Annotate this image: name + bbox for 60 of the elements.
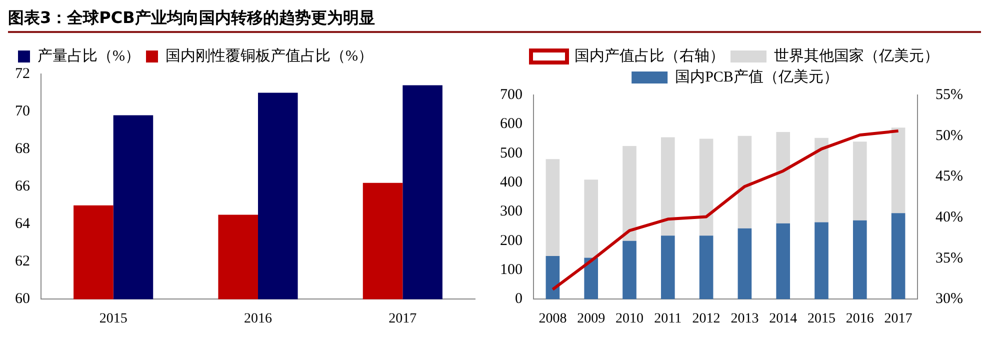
bar (584, 180, 598, 258)
y-tick-label: 70 (15, 103, 30, 120)
bar (622, 240, 636, 300)
y2-tick-label: 30% (936, 291, 964, 308)
y-tick-label: 60 (15, 291, 30, 308)
y-tick-label: 500 (500, 145, 522, 162)
y-tick-label: 100 (500, 262, 522, 278)
bar (546, 159, 560, 256)
bar (660, 137, 675, 236)
bar (699, 236, 714, 300)
bar (891, 128, 906, 214)
bar (660, 236, 675, 300)
y2-tick-label: 35% (936, 250, 964, 266)
bar (852, 220, 867, 300)
x-tick-label: 2016 (846, 311, 874, 326)
y-tick-label: 66 (15, 178, 30, 195)
y-tick-label: 200 (500, 232, 522, 249)
y-tick-label: 68 (15, 141, 30, 158)
x-tick-label: 2017 (388, 311, 417, 326)
bar (622, 146, 636, 241)
bar (738, 136, 752, 228)
x-tick-label: 2015 (808, 311, 836, 326)
bar (891, 213, 906, 300)
bar (814, 138, 828, 222)
bar (776, 132, 790, 224)
y2-tick-label: 55% (936, 86, 964, 103)
legend-label: 产量占比（%） (38, 47, 140, 64)
x-tick-label: 2009 (577, 311, 606, 326)
legend-label: 世界其他国家（亿美元） (774, 47, 939, 64)
legend-label: 国内刚性覆铜板产值占比（%） (165, 47, 373, 64)
chart-title: 图表3：全球PCB产业均向国内转移的趋势更为明显 (8, 8, 981, 33)
y-tick-label: 400 (500, 174, 522, 190)
bar (699, 138, 714, 236)
y-tick-label: 64 (15, 216, 30, 232)
bar (584, 258, 598, 300)
y2-tick-label: 45% (936, 168, 964, 185)
y-tick-label: 300 (500, 204, 522, 220)
y-tick-label: 62 (15, 254, 30, 270)
x-tick-label: 2010 (616, 311, 644, 326)
y-tick-label: 72 (15, 66, 30, 82)
bar (546, 256, 560, 300)
x-tick-label: 2012 (692, 311, 720, 326)
bar (738, 228, 752, 300)
x-tick-label: 2016 (244, 311, 272, 326)
x-tick-label: 2017 (884, 311, 912, 326)
y-tick-label: 0 (515, 291, 522, 308)
x-tick-label: 2011 (654, 311, 682, 326)
y-tick-label: 600 (500, 116, 522, 132)
y2-tick-label: 40% (936, 209, 964, 226)
bar (852, 142, 867, 220)
y-tick-label: 700 (500, 86, 522, 103)
y2-tick-label: 50% (936, 128, 964, 144)
legend-label: 国内PCB产值（亿美元） (675, 68, 838, 86)
x-tick-label: 2008 (538, 311, 567, 326)
bar (776, 223, 790, 300)
x-tick-label: 2015 (99, 311, 128, 326)
x-tick-label: 2013 (730, 311, 759, 326)
x-tick-label: 2014 (769, 311, 798, 326)
legend-label: 国内产值占比（右轴） (574, 47, 724, 64)
bar (814, 222, 828, 300)
